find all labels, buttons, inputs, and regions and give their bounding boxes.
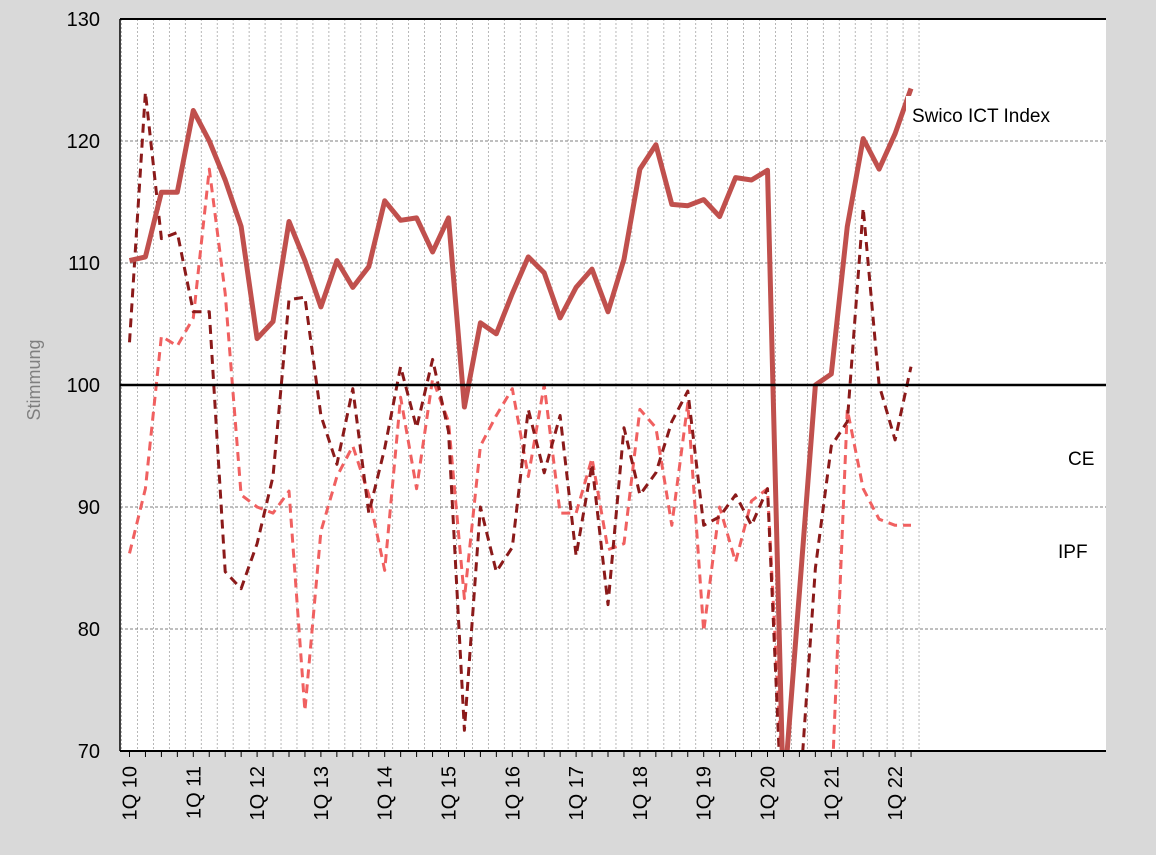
x-tick-label: 1Q 11 (183, 766, 205, 819)
annotations: Swico ICT Index CE IPF (906, 96, 1102, 566)
x-tick-label: 1Q 14 (375, 766, 397, 820)
y-tick-label: 80 (78, 619, 100, 641)
annotation-ipf: IPF (1058, 542, 1088, 563)
y-tick-label: 130 (67, 9, 100, 31)
x-tick-label: 1Q 21 (821, 766, 843, 820)
y-tick-label: 110 (68, 253, 100, 275)
axes: 70 80 90 100 110 120 130 1Q 10 1Q 11 1Q 12 1Q 13 1Q… (67, 9, 1106, 820)
y-tick-label: 120 (67, 131, 100, 153)
x-tick-label: 1Q 17 (566, 766, 588, 820)
y-axis-label: Stimmung (24, 339, 44, 420)
series-line-ipf (128, 167, 911, 751)
x-tick-label: 1Q 18 (630, 766, 652, 820)
annotation-swico: Swico ICT Index (912, 106, 1050, 127)
y-tick-label: 100 (67, 375, 100, 397)
series-group (128, 87, 914, 751)
x-tick-label: 1Q 10 (120, 766, 142, 820)
x-tick-label: 1Q 20 (758, 766, 780, 820)
x-tick-label: 1Q 13 (311, 766, 333, 820)
x-tick-label: 1Q 16 (502, 766, 524, 820)
x-tick-label: 1Q 12 (247, 766, 269, 820)
annotation-ce: CE (1068, 449, 1094, 470)
x-tick-label: 1Q 19 (694, 766, 716, 820)
y-tick-label: 70 (78, 741, 100, 763)
series-line-ce (128, 90, 913, 751)
x-tick-label: 1Q 22 (885, 766, 907, 820)
series-line-swico-ict-index (128, 87, 914, 751)
y-tick-label: 90 (78, 497, 100, 519)
x-tick-label: 1Q 15 (439, 766, 461, 820)
